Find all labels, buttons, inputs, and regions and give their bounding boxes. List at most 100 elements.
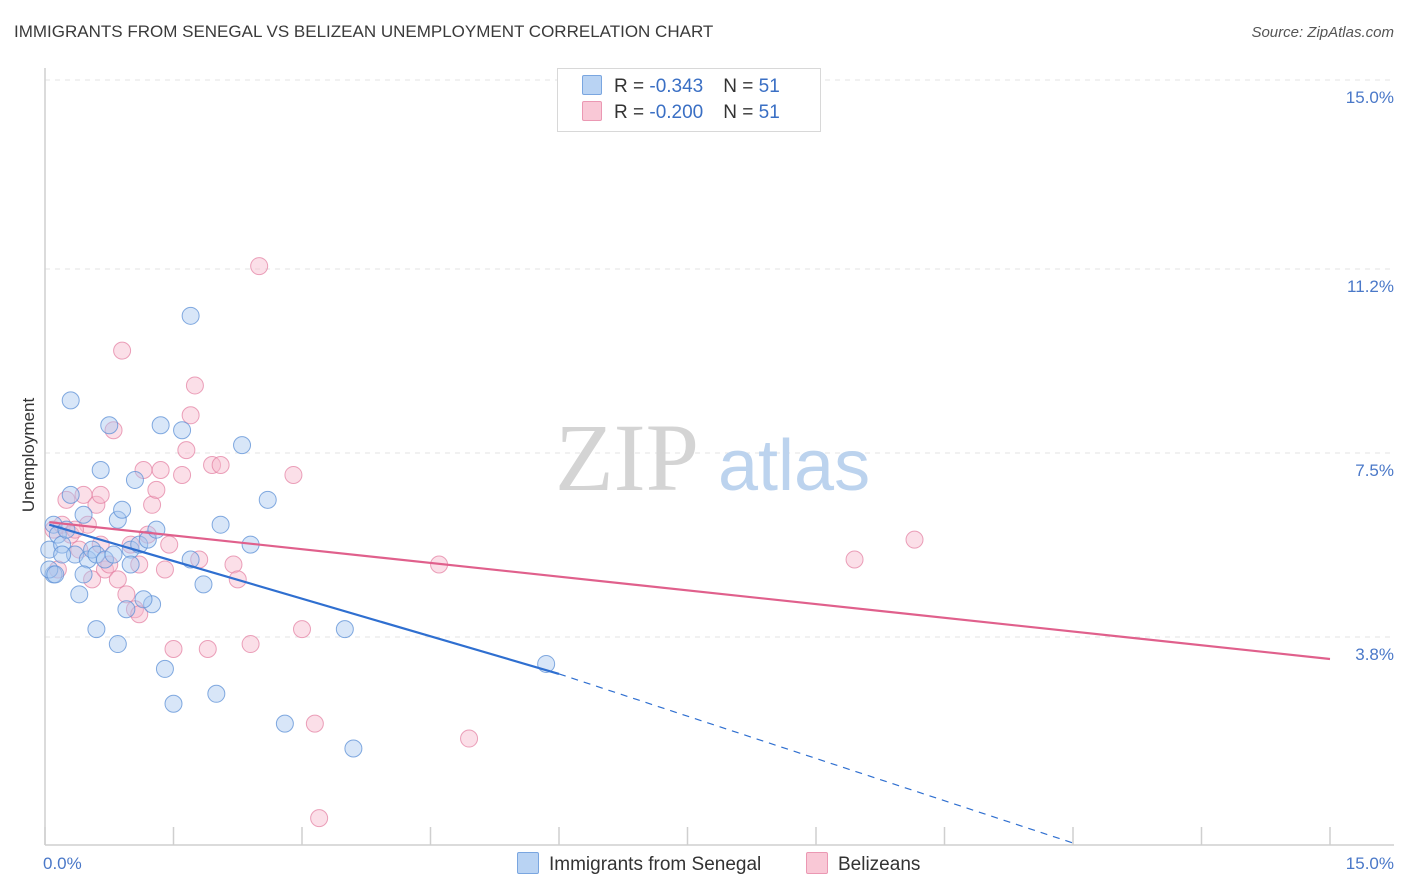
senegal-point-49 (74, 565, 93, 584)
senegal-point-40 (335, 620, 354, 639)
senegal-point-45 (108, 635, 127, 654)
x-tick-left: 0.0% (43, 854, 82, 873)
senegal-point-34 (207, 684, 226, 703)
belizean-point-22 (143, 495, 162, 514)
senegal-point-30 (173, 421, 192, 440)
senegal-point-5 (53, 535, 72, 554)
watermark: ZIP atlas (555, 404, 870, 511)
legend-r-label: R = (614, 102, 650, 123)
senegal-point-44 (87, 620, 106, 639)
belizean-point-16 (117, 585, 136, 604)
senegal-point-48 (121, 555, 140, 574)
y-axis-label: Unemployment (19, 398, 38, 513)
senegal-point-32 (181, 306, 200, 325)
watermark-zip: ZIP (555, 404, 699, 511)
bottom-legend-senegal: Immigrants from Senegal (517, 852, 761, 876)
belizean-point-47 (905, 530, 924, 549)
belizean-point-9 (87, 495, 106, 514)
senegal-point-17 (104, 545, 123, 564)
senegal-point-27 (151, 416, 170, 435)
legend-row-belizeans: R = -0.200 N = 51 (582, 101, 780, 129)
senegal-point-38 (258, 490, 277, 509)
senegal-point-25 (143, 595, 162, 614)
belizeans-points (44, 257, 924, 828)
belizean-point-25 (155, 560, 174, 579)
belizean-point-41 (293, 620, 311, 639)
senegal-point-47 (53, 545, 72, 564)
belizean-point-39 (250, 257, 269, 276)
senegal-point-9 (70, 585, 89, 604)
belizean-point-27 (164, 640, 183, 659)
bottom-legend-swatch-blue (517, 852, 539, 874)
bottom-legend-label-belizeans: Belizeans (838, 854, 921, 875)
axes (44, 68, 1394, 846)
belizean-point-38 (241, 635, 260, 654)
y-tick-label-3: 15.0% (1346, 88, 1394, 107)
senegal-point-35 (211, 515, 230, 534)
legend-swatch-pink (582, 101, 602, 121)
y-tick-label-1: 7.5% (1355, 461, 1394, 480)
axis-ticks: 3.8% 7.5% 11.2% 15.0% (44, 88, 1394, 845)
belizean-point-29 (177, 441, 196, 460)
belizean-point-28 (173, 465, 192, 484)
chart-title: IMMIGRANTS FROM SENEGAL VS BELIZEAN UNEM… (14, 22, 714, 41)
senegal-point-29 (164, 694, 183, 713)
legend-n-value: 51 (758, 76, 780, 97)
belizean-point-43 (310, 809, 329, 828)
belizean-point-10 (91, 485, 110, 504)
senegal-trend-extension (558, 673, 1074, 844)
belizean-point-33 (198, 640, 217, 659)
senegal-point-33 (194, 575, 213, 594)
senegal-point-16 (100, 416, 119, 435)
grid-lines (45, 79, 1394, 638)
senegal-point-26 (147, 520, 166, 539)
senegal-point-7 (61, 485, 80, 504)
belizean-point-23 (147, 480, 166, 499)
belizean-point-14 (108, 570, 127, 589)
senegal-point-10 (74, 505, 93, 524)
source-label: Source: ZipAtlas.com (1251, 24, 1394, 41)
x-tick-right: 15.0% (1346, 854, 1394, 873)
belizean-point-31 (185, 376, 204, 395)
legend-r-value: -0.200 (649, 102, 704, 123)
y-tick-label-2: 11.2% (1347, 277, 1394, 296)
senegal-point-46 (134, 590, 153, 609)
senegal-point-22 (125, 470, 144, 489)
senegal-points (40, 306, 556, 758)
senegal-point-18 (108, 510, 127, 529)
belizean-point-46 (845, 550, 864, 569)
senegal-point-39 (275, 714, 294, 733)
senegal-point-36 (233, 436, 252, 455)
belizean-point-30 (181, 406, 200, 425)
legend-r-label: R = (614, 76, 650, 97)
belizean-point-35 (211, 456, 230, 475)
belizean-point-26 (160, 535, 179, 554)
y-tick-label-0: 3.8% (1355, 645, 1394, 664)
senegal-point-43 (61, 391, 80, 410)
legend-swatch-blue (582, 75, 602, 95)
belizean-point-36 (224, 555, 243, 574)
senegal-trend-line (48, 523, 560, 675)
belizean-point-42 (305, 714, 324, 733)
senegal-point-28 (155, 659, 174, 678)
belizean-point-45 (460, 729, 479, 748)
senegal-point-19 (113, 500, 132, 519)
legend-r-value: -0.343 (649, 76, 704, 97)
legend-n-value: 51 (758, 102, 780, 123)
legend-n-label: N = (723, 76, 759, 97)
senegal-point-20 (117, 600, 136, 619)
senegal-point-4 (40, 560, 59, 579)
legend-n-label: N = (723, 102, 759, 123)
belizean-trend-line (49, 521, 1331, 661)
senegal-point-14 (91, 460, 110, 479)
belizean-point-8 (83, 570, 102, 589)
bottom-legend-label-senegal: Immigrants from Senegal (549, 854, 762, 875)
senegal-point-50 (46, 565, 65, 584)
senegal-point-15 (95, 550, 114, 569)
belizean-point-24 (151, 460, 170, 479)
belizean-point-40 (284, 465, 303, 484)
watermark-atlas: atlas (718, 426, 870, 506)
bottom-legend-swatch-pink (806, 852, 828, 874)
senegal-point-41 (344, 739, 363, 758)
